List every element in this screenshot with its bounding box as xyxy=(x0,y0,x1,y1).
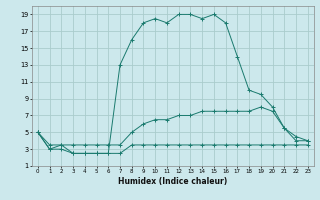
X-axis label: Humidex (Indice chaleur): Humidex (Indice chaleur) xyxy=(118,177,228,186)
